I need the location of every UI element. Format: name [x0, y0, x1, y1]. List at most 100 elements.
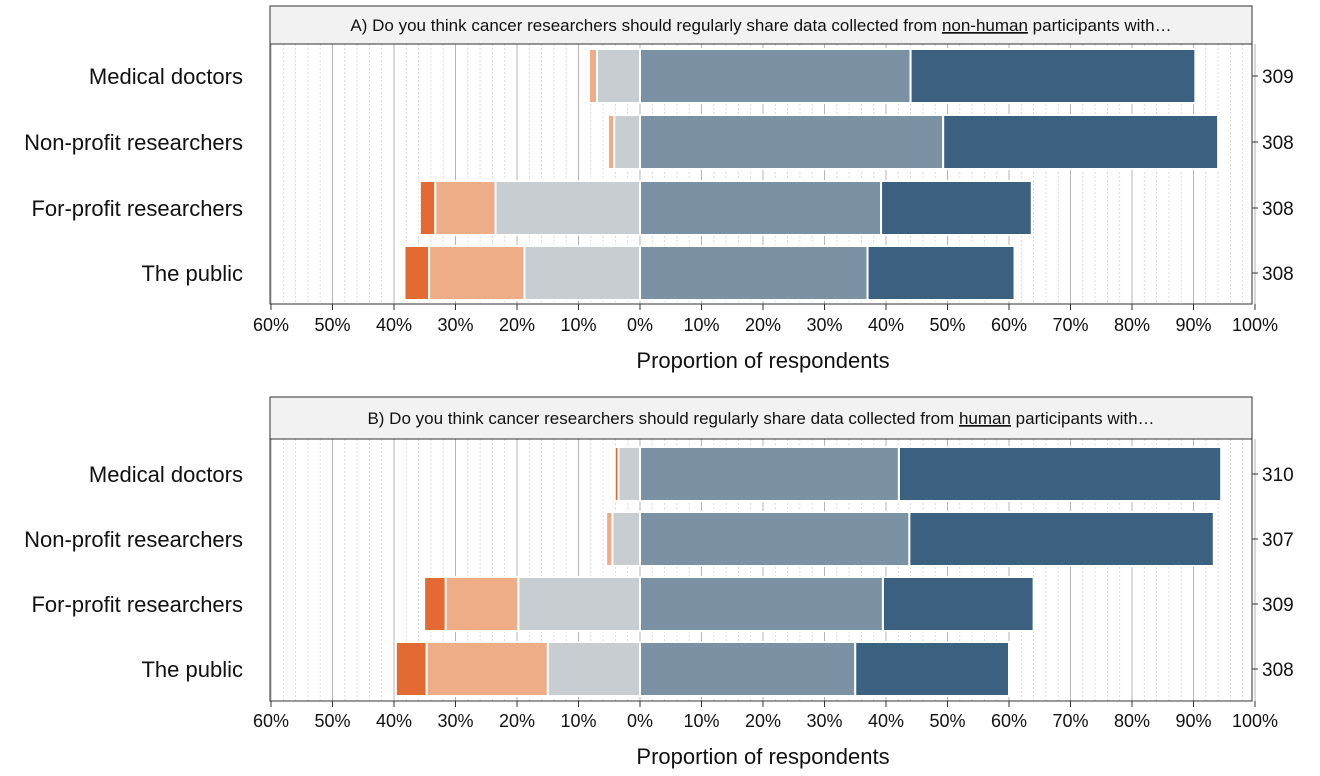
bar-segment: [418, 180, 437, 236]
x-tick-label: 50%: [929, 315, 965, 335]
x-axis-label: Proportion of respondents: [636, 348, 889, 373]
x-tick-label: 10%: [683, 315, 719, 335]
category-label: For-profit researchers: [31, 196, 243, 221]
bar-segment: [403, 245, 431, 301]
category-label: Non-profit researchers: [24, 527, 243, 552]
count-label: 307: [1262, 530, 1294, 551]
bar-segment: [639, 114, 945, 170]
x-tick-label: 10%: [560, 315, 596, 335]
bar-segment: [880, 180, 1033, 236]
x-tick-label: 70%: [1052, 711, 1088, 731]
x-tick-label: 10%: [683, 711, 719, 731]
x-tick-label: 20%: [499, 315, 535, 335]
x-tick-label: 80%: [1114, 711, 1150, 731]
category-label: The public: [141, 261, 243, 286]
x-tick-label: 30%: [437, 711, 473, 731]
bar-segment: [607, 114, 616, 170]
bar-segment: [639, 180, 883, 236]
bar-segment: [423, 576, 447, 632]
count-label: 308: [1262, 133, 1294, 154]
bar-segment: [546, 641, 641, 697]
x-tick-label: 90%: [1175, 711, 1211, 731]
title-box: [269, 5, 1253, 45]
x-tick-label: 50%: [314, 711, 350, 731]
x-tick-label: 30%: [806, 315, 842, 335]
bar-segment: [611, 511, 642, 567]
bar-segment: [605, 511, 614, 567]
bar-segment: [639, 511, 911, 567]
x-tick-label: 30%: [806, 711, 842, 731]
x-tick-label: 10%: [560, 711, 596, 731]
bar-segment: [444, 576, 520, 632]
bar-segment: [866, 245, 1016, 301]
x-tick-label: 30%: [437, 315, 473, 335]
bar-segment: [639, 446, 900, 502]
count-label: 310: [1262, 465, 1294, 486]
x-tick-label: 50%: [929, 711, 965, 731]
x-tick-label: 80%: [1114, 315, 1150, 335]
bar-segment: [854, 641, 1010, 697]
chart-title-suffix: participants with…: [1011, 409, 1155, 428]
chart-title: B) Do you think cancer researchers shoul…: [367, 409, 1154, 428]
bar-segment: [639, 48, 912, 104]
bar-segment: [613, 114, 641, 170]
count-label: 308: [1262, 199, 1294, 220]
bar-segment: [394, 641, 428, 697]
bar-segment: [639, 576, 884, 632]
x-tick-label: 60%: [991, 315, 1027, 335]
x-tick-label: 40%: [376, 315, 412, 335]
bar-segment: [617, 446, 641, 502]
bar-segment: [881, 576, 1035, 632]
count-label: 308: [1262, 264, 1294, 285]
bar-segment: [425, 641, 549, 697]
bar-segment: [523, 245, 642, 301]
bar-segment: [595, 48, 642, 104]
bar-segment: [613, 446, 620, 502]
chart-title-prefix: A) Do you think cancer researchers shoul…: [350, 16, 942, 35]
x-tick-label: 0%: [627, 711, 653, 731]
bar-segment: [434, 180, 497, 236]
bar-segment: [587, 48, 598, 104]
x-tick-label: 60%: [991, 711, 1027, 731]
category-label: For-profit researchers: [31, 592, 243, 617]
x-tick-label: 40%: [868, 711, 904, 731]
category-label: Medical doctors: [89, 462, 243, 487]
bar-segment: [908, 511, 1215, 567]
count-label: 309: [1262, 67, 1294, 88]
count-label: 308: [1262, 660, 1294, 681]
x-tick-label: 90%: [1175, 315, 1211, 335]
chart-title: A) Do you think cancer researchers shoul…: [350, 16, 1171, 35]
bar-segment: [639, 245, 869, 301]
category-label: Non-profit researchers: [24, 130, 243, 155]
x-tick-label: 40%: [868, 315, 904, 335]
x-tick-label: 50%: [314, 315, 350, 335]
bar-segment: [494, 180, 641, 236]
category-label: The public: [141, 657, 243, 682]
bar-segment: [428, 245, 526, 301]
x-tick-label: 60%: [253, 711, 289, 731]
bar-segment: [517, 576, 641, 632]
x-tick-label: 60%: [253, 315, 289, 335]
x-tick-label: 100%: [1232, 711, 1278, 731]
x-tick-label: 20%: [745, 711, 781, 731]
x-tick-label: 40%: [376, 711, 412, 731]
chart-panel-b: B) Do you think cancer researchers shoul…: [24, 396, 1294, 769]
category-label: Medical doctors: [89, 64, 243, 89]
bar-segment: [942, 114, 1220, 170]
bar-segment: [639, 641, 857, 697]
chart-panel-a: A) Do you think cancer researchers shoul…: [24, 5, 1294, 373]
count-label: 309: [1262, 595, 1294, 616]
x-tick-label: 20%: [745, 315, 781, 335]
x-tick-label: 20%: [499, 711, 535, 731]
plot-frame: [269, 43, 1253, 305]
x-tick-label: 70%: [1052, 315, 1088, 335]
chart-title-emphasis: non-human: [942, 16, 1028, 35]
chart-title-prefix: B) Do you think cancer researchers shoul…: [367, 409, 959, 428]
chart-title-emphasis: human: [959, 409, 1011, 428]
chart-title-suffix: participants with…: [1028, 16, 1172, 35]
x-axis-label: Proportion of respondents: [636, 744, 889, 769]
title-box: [269, 396, 1253, 440]
bar-segment: [897, 446, 1223, 502]
